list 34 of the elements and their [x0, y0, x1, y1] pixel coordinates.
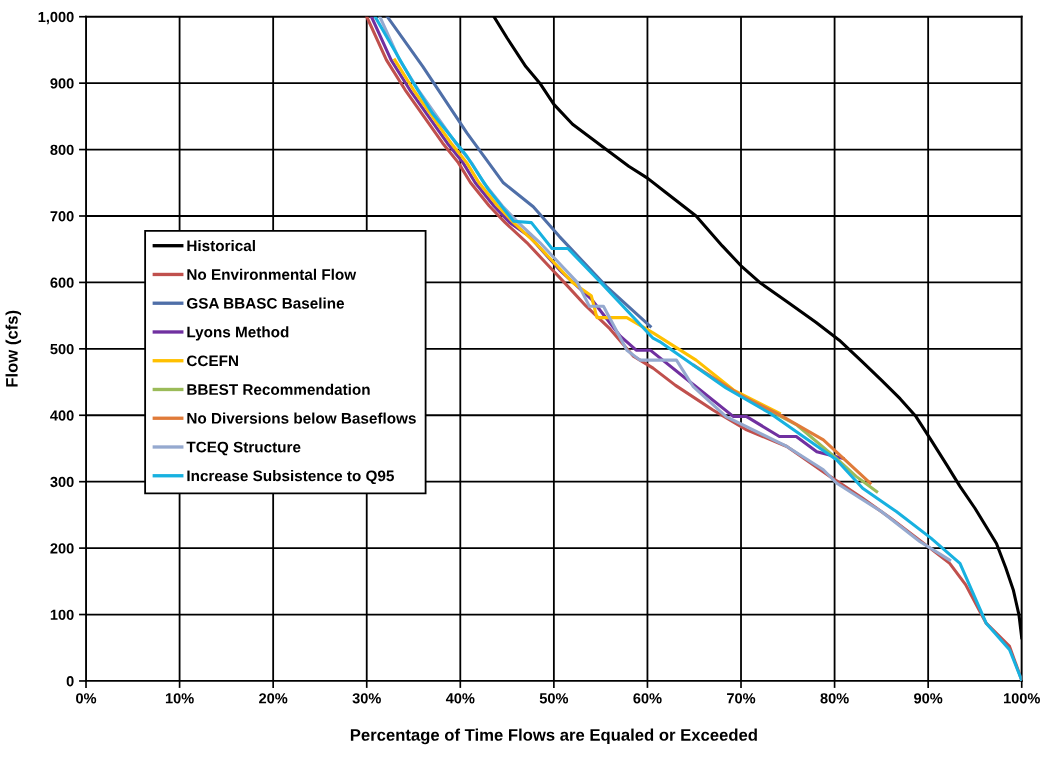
y-tick-label: 400 — [50, 410, 74, 421]
x-tick-label: 50% — [539, 693, 569, 704]
y-tick-label: 500 — [50, 343, 74, 355]
x-tick-label: 60% — [633, 693, 662, 704]
y-axis-title: Flow (cfs) — [5, 310, 22, 387]
legend-label: Historical — [187, 239, 255, 252]
y-tick-label: 0 — [66, 676, 74, 687]
y-tick-label: 600 — [50, 277, 74, 288]
x-tick-label: 70% — [727, 693, 756, 704]
legend-label: CCEFN — [187, 355, 238, 367]
legend-label: No Environmental Flow — [187, 268, 357, 280]
x-tick-label: 0% — [76, 693, 97, 704]
x-tick-label: 90% — [914, 693, 943, 704]
x-tick-label: 80% — [820, 693, 849, 704]
x-tick-label: 40% — [445, 693, 475, 704]
line-series — [385, 16, 652, 328]
x-tick-label: 30% — [352, 693, 381, 704]
x-tick-label: 20% — [259, 693, 288, 704]
legend-label: Lyons Method — [187, 326, 289, 341]
x-tick-label: 100% — [1004, 693, 1040, 704]
legend-label: TCEQ Structure — [186, 441, 301, 456]
legend-label: No Diversions below Baseflows — [187, 412, 416, 424]
y-tick-label: 300 — [50, 476, 74, 488]
legend-label: Increase Subsistence to Q95 — [187, 470, 394, 485]
y-tick-label: 100 — [50, 609, 74, 620]
x-tick-label: 10% — [165, 693, 194, 704]
x-axis-title: Percentage of Time Flows are Equaled or Exceeded — [350, 728, 757, 745]
legend-label: GSA BBASC Baseline — [187, 297, 345, 309]
y-tick-label: 800 — [50, 144, 74, 155]
legend-label: BBEST Recommendation — [187, 383, 370, 395]
y-tick-label: 700 — [50, 211, 74, 222]
y-tick-label: 200 — [50, 543, 74, 554]
y-tick-label: 900 — [50, 78, 74, 89]
y-tick-label: 1,000 — [38, 11, 74, 25]
